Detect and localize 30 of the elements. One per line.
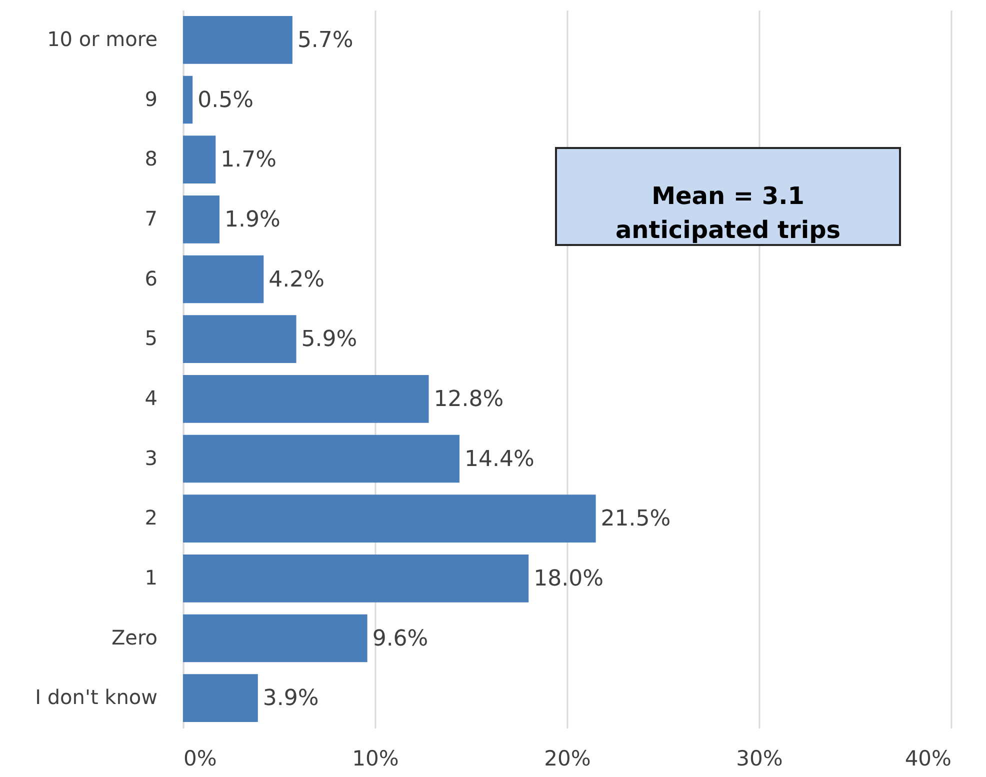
data-label: 9.6% — [372, 626, 428, 652]
data-label: 1.7% — [220, 148, 277, 173]
data-label: 18.0% — [534, 566, 604, 592]
y-tick-label: 3 — [144, 446, 158, 470]
data-label: 14.4% — [464, 446, 534, 472]
y-tick-label: 5 — [144, 326, 158, 350]
data-label: 1.9% — [224, 207, 280, 232]
y-tick-label: 2 — [144, 506, 158, 530]
data-label: 3.9% — [262, 686, 319, 712]
data-label: 5.9% — [301, 327, 358, 352]
y-tick-label: 10 or more — [47, 26, 158, 51]
data-label: 5.7% — [297, 28, 354, 53]
x-tick-label: 0% — [184, 746, 217, 770]
data-label: 12.8% — [434, 386, 504, 412]
x-tick-label: 30% — [736, 746, 783, 770]
data-label: 4.2% — [268, 267, 325, 292]
y-tick-label: Zero — [111, 625, 158, 650]
y-tick-label: 1 — [144, 565, 158, 590]
y-tick-label: 9 — [144, 86, 158, 111]
y-tick-label: 4 — [144, 386, 158, 410]
y-tick-label: 8 — [144, 146, 158, 171]
annotation: Mean = 3.1 anticipated trips — [615, 182, 841, 244]
data-label: 0.5% — [198, 88, 254, 113]
y-tick-label: I don't know — [35, 685, 158, 710]
x-tick-label: 40% — [904, 746, 952, 770]
x-tick-label: 10% — [352, 746, 399, 770]
y-tick-label: 6 — [144, 266, 158, 290]
y-tick-label: 7 — [144, 206, 158, 230]
data-label: 21.5% — [600, 506, 671, 532]
x-tick-label: 20% — [544, 746, 591, 770]
